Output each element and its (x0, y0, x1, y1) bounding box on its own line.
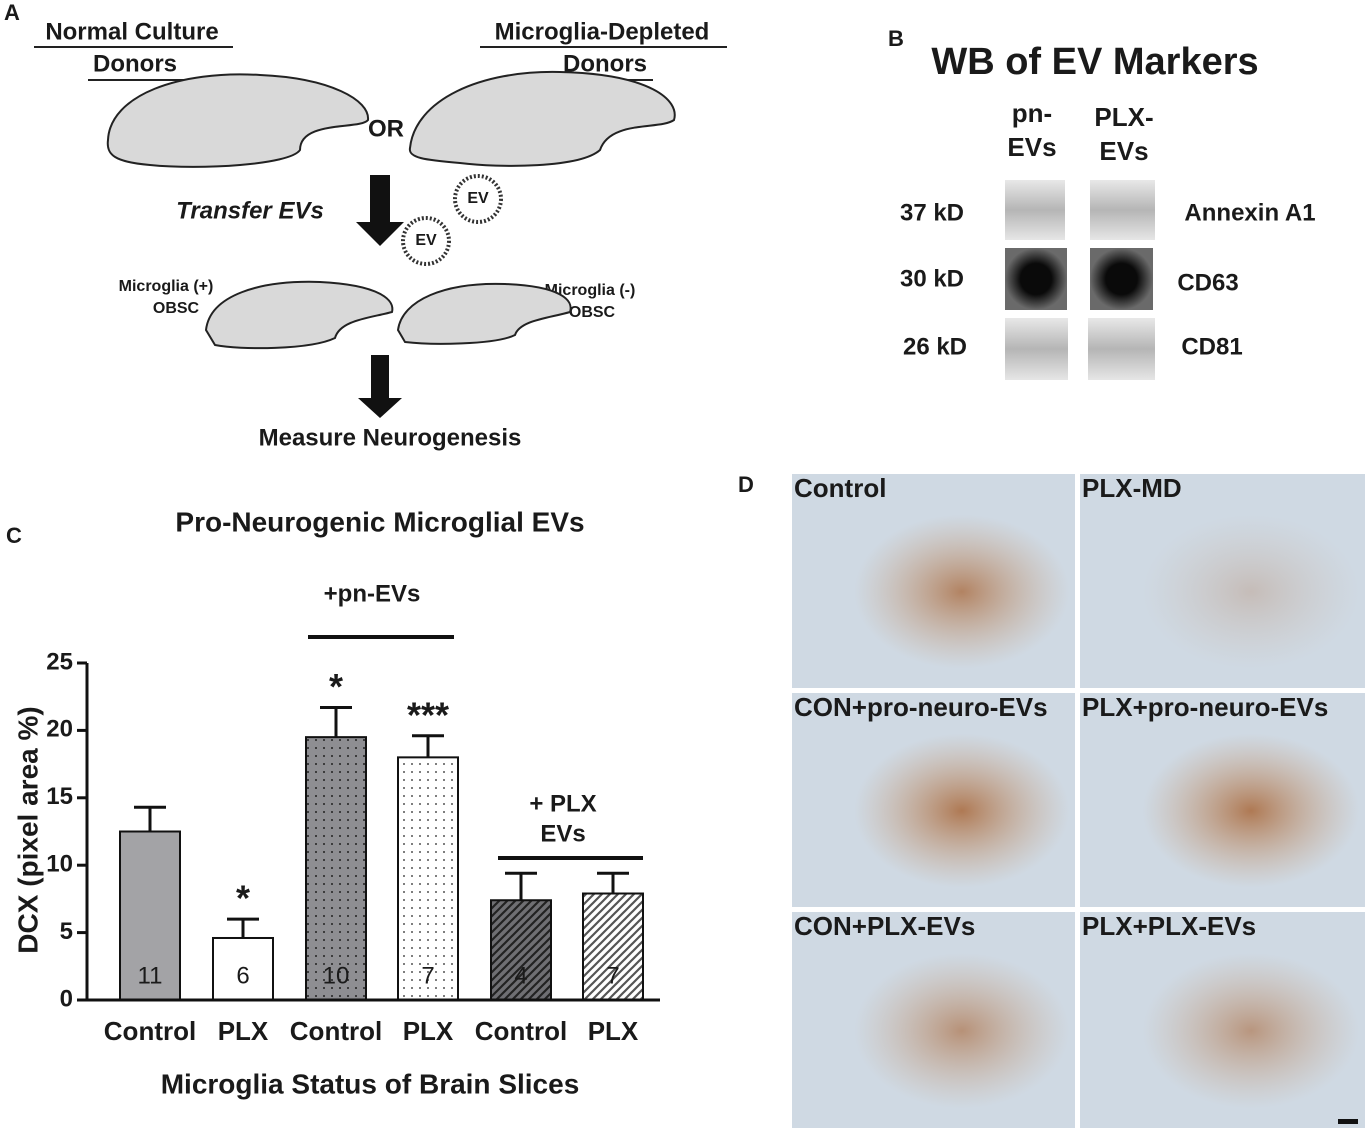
y-tick-label: 15 (46, 783, 73, 810)
significance: *** (407, 694, 449, 735)
blot (1090, 180, 1155, 240)
sample-size: 7 (606, 962, 619, 989)
arrow (358, 355, 402, 418)
panel-title: WB of EV Markers (931, 41, 1258, 83)
slice-label: Microglia (+) (119, 278, 214, 295)
blot (1090, 248, 1153, 310)
transfer-label: Transfer EVs (176, 197, 324, 224)
y-tick-label: 0 (60, 985, 73, 1012)
bar (582, 892, 644, 1001)
donor-label: Microglia-Depleted (495, 18, 710, 45)
panel-b: B WB of EV Markers pn- EVs PLX- EVs 37 k… (888, 26, 1316, 380)
x-tick-label: PLX (218, 1016, 269, 1046)
y-axis-label: DCX (pixel area %) (12, 706, 43, 953)
stain (1142, 733, 1360, 888)
column-label: EVs (1099, 136, 1148, 166)
marker-label: Annexin A1 (1184, 199, 1315, 226)
bar (119, 830, 181, 1001)
column-label: pn- (1012, 98, 1052, 128)
blot (1005, 248, 1067, 310)
stain (854, 514, 1070, 669)
panel-letter: C (6, 523, 22, 548)
column-label: EVs (1007, 132, 1056, 162)
brain-slice (106, 73, 370, 168)
blot (1005, 180, 1065, 240)
blot (1088, 318, 1155, 380)
blot (1005, 318, 1068, 380)
image-label: PLX+PLX-EVs (1082, 911, 1256, 941)
x-tick-label: Control (290, 1016, 382, 1046)
or-label: OR (368, 115, 404, 142)
group-label: EVs (540, 820, 585, 847)
panel-letter: A (4, 0, 20, 25)
brain-slice (408, 70, 676, 167)
image-label: PLX-MD (1082, 473, 1182, 503)
x-tick-label: Control (475, 1016, 567, 1046)
stain (854, 953, 1070, 1109)
y-tick-label: 10 (46, 851, 73, 878)
stain (1142, 514, 1360, 669)
x-axis-label: Microglia Status of Brain Slices (161, 1068, 580, 1099)
image-label: CON+pro-neuro-EVs (794, 692, 1048, 722)
bar (397, 756, 459, 1001)
stain (854, 733, 1070, 888)
y-tick-label: 20 (46, 716, 73, 743)
slice-label: Microglia (-) (545, 282, 636, 299)
ev-label: EV (415, 232, 437, 249)
donor-label: Donors (93, 50, 177, 77)
sample-size: 11 (138, 962, 163, 989)
arrow (356, 175, 404, 246)
chart-title: Pro-Neurogenic Microglial EVs (175, 506, 584, 537)
x-tick-label: PLX (403, 1016, 454, 1046)
ev-label: EV (467, 190, 489, 207)
column-label: PLX- (1094, 102, 1153, 132)
marker-label: CD81 (1181, 333, 1242, 360)
slice-label: OBSC (153, 300, 200, 317)
weight-label: 26 kD (903, 333, 967, 360)
panel-letter: B (888, 26, 904, 51)
scale-bar (1338, 1119, 1358, 1124)
image-label: CON+PLX-EVs (794, 911, 975, 941)
bar (212, 936, 274, 1002)
panel-a: A Normal Culture Donors Microglia-Deplet… (4, 0, 727, 451)
marker-label: CD63 (1177, 269, 1238, 296)
brain-slice (396, 282, 572, 345)
bar (305, 736, 367, 1001)
group-label: + PLX (529, 790, 596, 817)
x-tick-label: PLX (588, 1016, 639, 1046)
significance: * (329, 666, 343, 707)
sample-size: 6 (236, 962, 249, 989)
brain-slice (204, 280, 394, 350)
ev-icon (401, 216, 451, 266)
panel-c: C Pro-Neurogenic Microglial EVs DCX (pix… (6, 506, 660, 1099)
slice-label: OBSC (569, 304, 616, 321)
significance: * (236, 878, 250, 919)
ev-icon (453, 174, 503, 224)
y-tick-label: 25 (46, 648, 73, 675)
donor-label: Normal Culture (45, 18, 218, 45)
image-label: Control (794, 473, 886, 503)
group-label: +pn-EVs (324, 580, 421, 607)
image-label: PLX+pro-neuro-EVs (1082, 692, 1328, 722)
sample-size: 10 (323, 962, 350, 989)
sample-size: 4 (514, 962, 527, 989)
weight-label: 37 kD (900, 199, 964, 226)
y-tick-label: 5 (60, 918, 73, 945)
panel-letter: D (738, 472, 754, 497)
x-tick-label: Control (104, 1016, 196, 1046)
sample-size: 7 (421, 962, 434, 989)
stain (1142, 953, 1360, 1109)
panel-d: D Control PLX-MD CON+pro-neuro-EVs PLX+pro-… (738, 472, 1365, 1128)
measure-label: Measure Neurogenesis (259, 424, 522, 451)
weight-label: 30 kD (900, 265, 964, 292)
